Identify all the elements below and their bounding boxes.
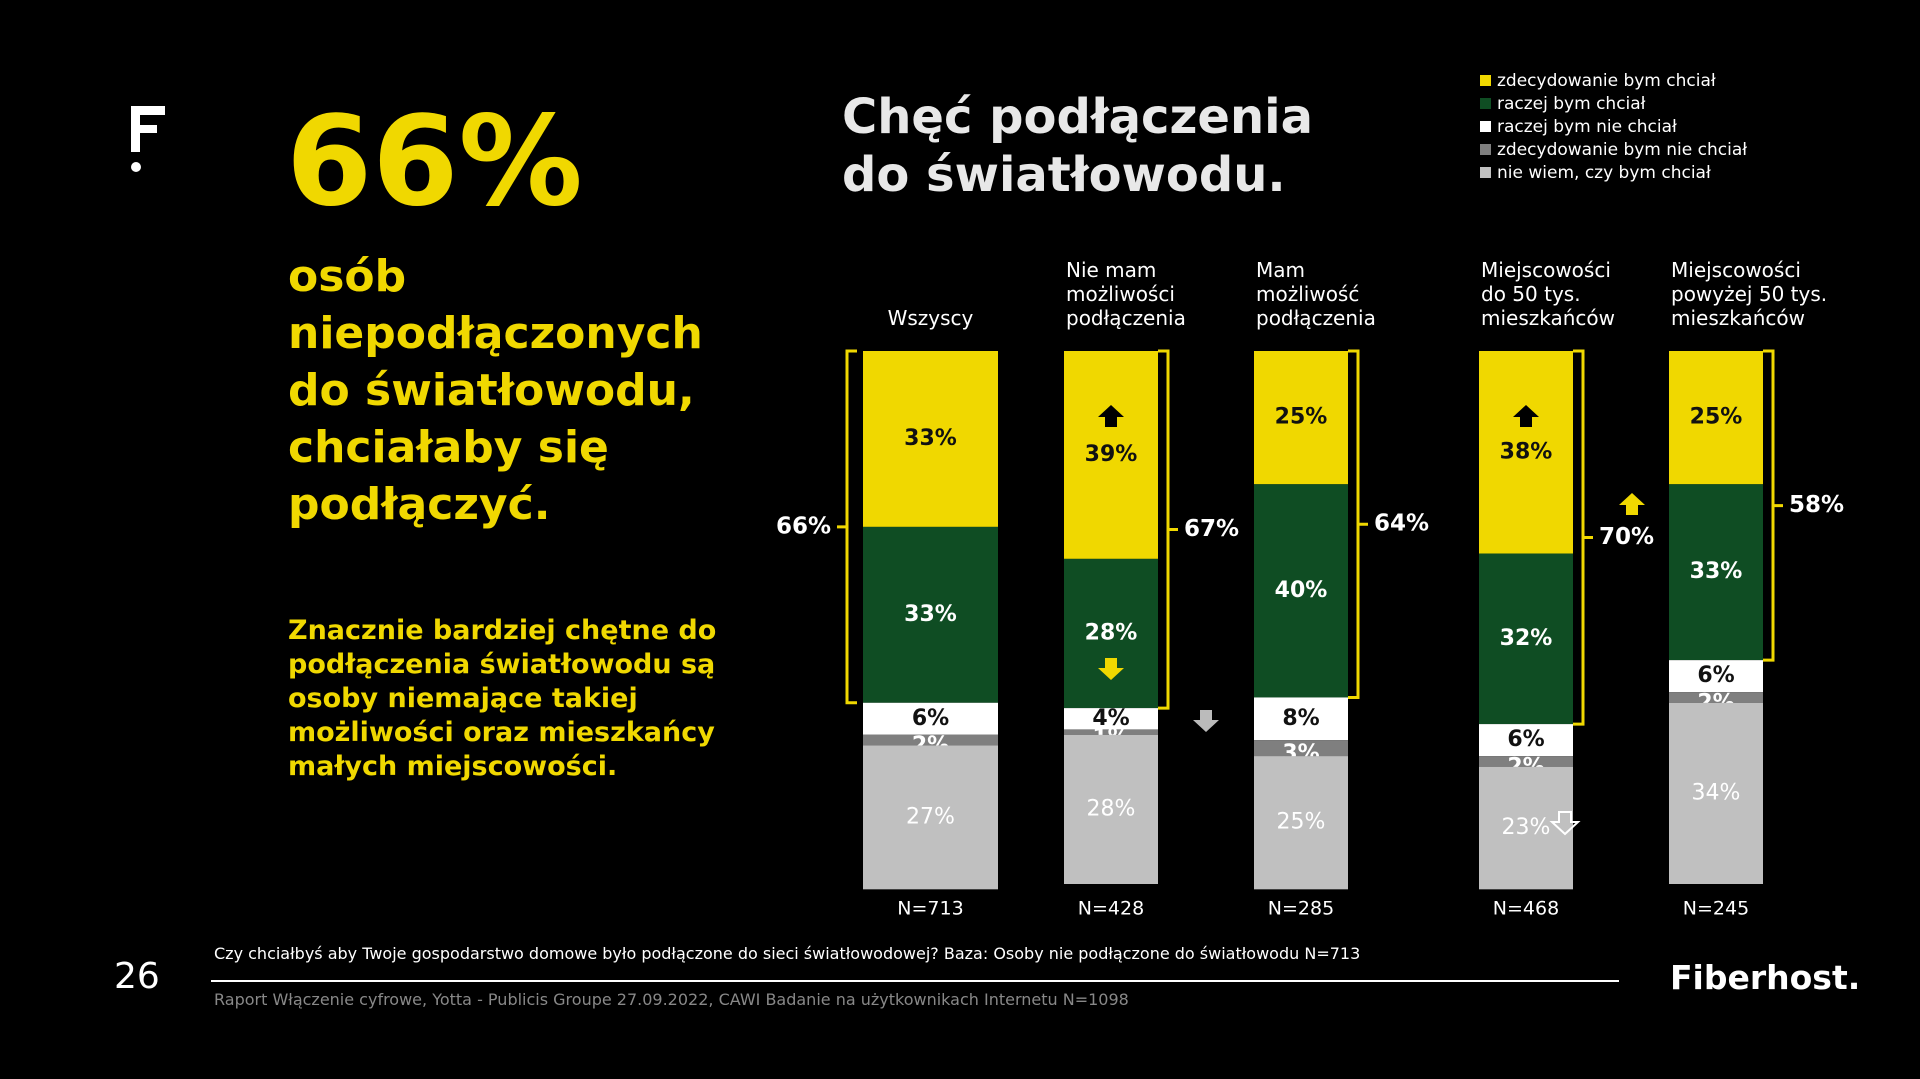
category-label: Nie mam możliwości podłączenia xyxy=(1066,258,1186,330)
bar-segment xyxy=(1669,692,1763,703)
bar-segment xyxy=(863,351,998,527)
segment-label: 32% xyxy=(1500,626,1553,651)
bar-segment xyxy=(1064,708,1158,730)
chart-title: Chęć podłączenia do światłowodu. xyxy=(842,89,1313,203)
legend-swatch xyxy=(1480,98,1491,109)
bar-segment xyxy=(1254,756,1348,890)
base-label: N=285 xyxy=(1268,898,1334,920)
legend-item: raczej bym nie chciał xyxy=(1480,116,1747,139)
bar-segment xyxy=(1254,351,1348,485)
segment-label: 6% xyxy=(1507,727,1544,752)
bar-segment xyxy=(1064,351,1158,559)
segment-label: 23% xyxy=(1502,815,1551,840)
bar-segment xyxy=(1254,740,1348,757)
legend-item: zdecydowanie bym nie chciał xyxy=(1480,139,1747,162)
bar-segment xyxy=(863,734,998,746)
bar-segment xyxy=(1669,702,1763,884)
legend-label: zdecydowanie bym chciał xyxy=(1497,71,1716,91)
total-bracket xyxy=(1763,349,1783,662)
legend-label: nie wiem, czy bym chciał xyxy=(1497,163,1711,183)
source: Raport Włączenie cyfrowe, Yotta - Public… xyxy=(214,990,1129,1009)
segment-label: 40% xyxy=(1275,578,1328,603)
total-bracket xyxy=(1348,349,1368,699)
base-label: N=713 xyxy=(897,898,963,920)
bar-segment xyxy=(1254,484,1348,698)
bar-segment xyxy=(1479,553,1573,725)
total-label: 70% xyxy=(1599,524,1654,550)
bar-segment xyxy=(1669,351,1763,485)
segment-label: 6% xyxy=(912,706,949,731)
arrow-icon xyxy=(1619,493,1645,515)
headline: 66% xyxy=(286,90,583,234)
legend-swatch xyxy=(1480,167,1491,178)
arrow-icon xyxy=(1098,405,1124,427)
legend-item: nie wiem, czy bym chciał xyxy=(1480,162,1747,185)
total-label: 64% xyxy=(1374,511,1429,537)
arrow-icon xyxy=(1513,405,1539,427)
segment-label: 25% xyxy=(1275,405,1328,430)
segment-label: 25% xyxy=(1277,810,1326,835)
bar-segment xyxy=(1479,724,1573,757)
category-label: Mam możliwość podłączenia xyxy=(1256,258,1376,330)
total-bracket xyxy=(1158,349,1178,710)
bar-segment xyxy=(1064,734,1158,884)
segment-label: 38% xyxy=(1500,439,1553,464)
segment-label: 4% xyxy=(1092,706,1129,731)
segment-label: 33% xyxy=(904,426,957,451)
logo xyxy=(131,106,165,172)
bar-segment xyxy=(1669,484,1763,661)
total-bracket xyxy=(837,349,857,705)
arrow-icon xyxy=(1098,658,1124,680)
legend-swatch xyxy=(1480,144,1491,155)
bar-segment xyxy=(1479,756,1573,767)
legend-label: zdecydowanie bym nie chciał xyxy=(1497,140,1748,160)
segment-label: 6% xyxy=(1697,663,1734,688)
legend-swatch xyxy=(1480,75,1491,86)
bar-segment xyxy=(1254,697,1348,741)
bar-segment xyxy=(863,702,998,735)
segment-label: 34% xyxy=(1692,780,1741,805)
segment-label: 25% xyxy=(1690,405,1743,430)
legend-swatch xyxy=(1480,121,1491,132)
bar-segment xyxy=(1479,351,1573,554)
bar-segment xyxy=(863,745,998,890)
legend-item: raczej bym chciał xyxy=(1480,93,1747,116)
bar-segment xyxy=(863,526,998,703)
brand: Fiberhost. xyxy=(1670,958,1861,997)
legend-label: raczej bym chciał xyxy=(1497,94,1646,114)
legend-item: zdecydowanie bym chciał xyxy=(1480,70,1747,93)
bar-segment xyxy=(1669,660,1763,693)
base-label: N=245 xyxy=(1683,898,1749,920)
base-label: N=428 xyxy=(1078,898,1144,920)
segment-label: 33% xyxy=(904,602,957,627)
total-label: 58% xyxy=(1789,492,1844,518)
total-bracket xyxy=(1573,349,1593,726)
total-label: 67% xyxy=(1184,516,1239,542)
segment-label: 33% xyxy=(1690,559,1743,584)
legend: zdecydowanie bym chciał raczej bym chciał… xyxy=(1480,70,1747,185)
segment-label: 39% xyxy=(1085,442,1138,467)
category-label: Wszyscy xyxy=(887,306,974,330)
arrow-icon xyxy=(1549,811,1581,836)
bar-segment xyxy=(1064,729,1158,735)
base-label: N=468 xyxy=(1493,898,1559,920)
bar-segment xyxy=(1064,558,1158,709)
segment-label: 28% xyxy=(1087,796,1136,821)
page-number: 26 xyxy=(114,956,160,997)
arrow-icon xyxy=(1193,710,1219,732)
category-label: Miejscowości powyżej 50 tys. mieszkańców xyxy=(1671,258,1828,330)
legend-label: raczej bym nie chciał xyxy=(1497,117,1677,137)
headline-text: osób niepodłączonych do światłowodu, chc… xyxy=(288,251,703,530)
segment-label: 27% xyxy=(906,804,955,829)
segment-label: 8% xyxy=(1282,706,1319,731)
note: Znacznie bardziej chętne do podłączenia … xyxy=(288,615,717,782)
total-label: 66% xyxy=(776,513,831,539)
category-label: Miejscowości do 50 tys. mieszkańców xyxy=(1481,258,1616,330)
footnote: Czy chciałbyś aby Twoje gospodarstwo dom… xyxy=(214,944,1361,963)
segment-label: 28% xyxy=(1085,620,1138,645)
